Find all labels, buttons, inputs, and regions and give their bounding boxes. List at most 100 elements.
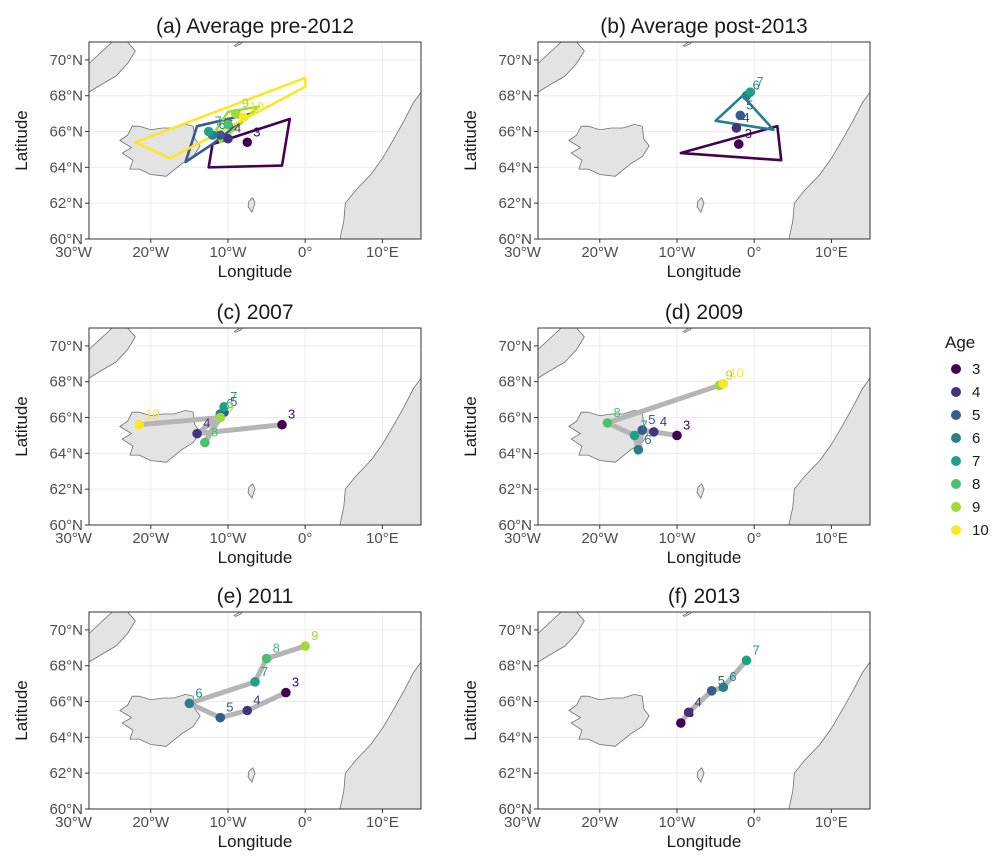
data-point-age-8 bbox=[261, 653, 272, 664]
point-label-age-7: 7 bbox=[230, 389, 237, 404]
x-tick-label: 20°W bbox=[581, 530, 619, 547]
point-label-age-6: 6 bbox=[729, 669, 736, 684]
area-polygon-age-3 bbox=[207, 117, 292, 169]
map-panel-4: (d) 2009 3 45 67 8 910 30°W 20°W 10°W 0° 10°E 60°N 6… bbox=[461, 301, 871, 567]
norway-landmass bbox=[316, 661, 421, 809]
point-label-age-6: 6 bbox=[644, 432, 651, 447]
x-tick-label: 20°W bbox=[581, 244, 619, 261]
x-tick-label: 0° bbox=[747, 530, 761, 547]
x-tick-label: 20°W bbox=[132, 244, 170, 261]
norway-landmass bbox=[316, 91, 421, 239]
data-point-age-4 bbox=[242, 705, 253, 716]
point-label-age-3: 3 bbox=[683, 417, 690, 432]
y-tick-label: 68°N bbox=[49, 88, 83, 105]
data-point-age-3 bbox=[277, 419, 287, 430]
point-label-age-4: 4 bbox=[253, 693, 260, 708]
y-tick-label: 62°N bbox=[49, 195, 83, 212]
data-point-age-7 bbox=[250, 677, 260, 687]
legend-swatch-age-10 bbox=[951, 525, 961, 535]
map-panel-6: (f) 20133456730°W20°W10°W0°10°E60°N62°N6… bbox=[461, 585, 871, 851]
y-tick-label: 62°N bbox=[498, 765, 532, 782]
legend-label-age-4: 4 bbox=[972, 384, 980, 401]
data-point-age-10 bbox=[238, 112, 249, 123]
point-label-age-3: 3 bbox=[253, 124, 260, 139]
data-point-age-4 bbox=[683, 707, 694, 718]
x-tick-label: 10°E bbox=[815, 814, 848, 831]
y-tick-label: 62°N bbox=[49, 481, 83, 498]
y-axis-label: Latitude bbox=[12, 396, 31, 457]
area-polygon-age-5 bbox=[184, 112, 253, 164]
y-tick-label: 70°N bbox=[498, 622, 532, 639]
y-tick-label: 70°N bbox=[498, 52, 532, 69]
y-tick-label: 70°N bbox=[49, 622, 83, 639]
data-point-age-9 bbox=[300, 641, 310, 651]
faroe-islands-landmass bbox=[247, 483, 256, 499]
legend-swatch-age-8 bbox=[951, 479, 961, 489]
y-axis-label: Latitude bbox=[12, 110, 31, 171]
legend-label-age-6: 6 bbox=[972, 430, 980, 447]
jan-mayen-landmass bbox=[682, 42, 692, 47]
x-tick-label: 30°W bbox=[504, 814, 542, 831]
y-tick-label: 64°N bbox=[49, 729, 83, 746]
point-label-age-7: 7 bbox=[756, 74, 763, 89]
x-axis-label: Longitude bbox=[218, 832, 293, 851]
y-tick-label: 70°N bbox=[498, 338, 532, 355]
y-tick-label: 60°N bbox=[498, 231, 532, 248]
x-tick-label: 10°E bbox=[366, 244, 399, 261]
y-tick-label: 60°N bbox=[49, 517, 83, 534]
y-tick-label: 60°N bbox=[49, 231, 83, 248]
x-axis-label: Longitude bbox=[218, 262, 293, 281]
x-axis-label: Longitude bbox=[667, 262, 742, 281]
data-point-age-5 bbox=[637, 425, 648, 435]
y-tick-label: 66°N bbox=[498, 410, 532, 427]
data-point-age-5 bbox=[706, 686, 717, 696]
greenland-landmass bbox=[89, 42, 136, 93]
panel-border bbox=[537, 327, 871, 526]
panel-border bbox=[88, 41, 422, 240]
jan-mayen-landmass bbox=[233, 42, 243, 47]
point-label-age-5: 5 bbox=[746, 97, 753, 112]
greenland-landmass bbox=[538, 328, 585, 379]
point-label-age-7: 7 bbox=[215, 114, 222, 129]
panel-border bbox=[537, 611, 871, 810]
y-tick-label: 64°N bbox=[49, 445, 83, 462]
data-point-age-4 bbox=[223, 133, 233, 144]
point-label-age-5: 5 bbox=[718, 673, 725, 688]
x-tick-label: 0° bbox=[747, 814, 761, 831]
point-label-age-6: 6 bbox=[219, 117, 226, 132]
x-tick-label: 10°W bbox=[210, 530, 248, 547]
x-tick-label: 10°E bbox=[815, 530, 848, 547]
y-tick-label: 62°N bbox=[49, 765, 83, 782]
x-tick-label: 0° bbox=[298, 814, 312, 831]
data-point-age-3 bbox=[242, 137, 253, 148]
point-label-age-6: 6 bbox=[752, 78, 759, 93]
greenland-landmass bbox=[538, 42, 585, 93]
point-label-age-6: 6 bbox=[226, 396, 233, 411]
point-label-age-8: 8 bbox=[613, 405, 620, 420]
data-point-age-7 bbox=[629, 430, 640, 441]
point-label-age-3: 3 bbox=[292, 675, 299, 690]
y-tick-label: 68°N bbox=[498, 374, 532, 391]
panel-title: (f) 2013 bbox=[668, 585, 740, 608]
legend-swatch-age-9 bbox=[951, 502, 961, 512]
legend-title: Age bbox=[945, 333, 975, 352]
faroe-islands-landmass bbox=[696, 483, 705, 499]
iceland-landmass bbox=[119, 123, 201, 177]
data-point-age-7 bbox=[741, 655, 752, 666]
point-label-age-10: 10 bbox=[729, 366, 743, 381]
point-label-age-4: 4 bbox=[695, 694, 702, 709]
x-tick-label: 10°E bbox=[815, 244, 848, 261]
x-tick-label: 10°W bbox=[210, 814, 248, 831]
data-point-age-4 bbox=[649, 427, 659, 437]
legend-label-age-5: 5 bbox=[972, 407, 980, 424]
y-axis-label: Latitude bbox=[461, 110, 480, 171]
y-tick-label: 60°N bbox=[49, 801, 83, 818]
area-polygon-age-10 bbox=[134, 76, 307, 160]
point-label-age-9: 9 bbox=[311, 628, 318, 643]
y-tick-label: 66°N bbox=[49, 694, 83, 711]
legend-swatch-age-3 bbox=[951, 364, 961, 374]
panel-title: (b) Average post-2013 bbox=[600, 15, 807, 38]
